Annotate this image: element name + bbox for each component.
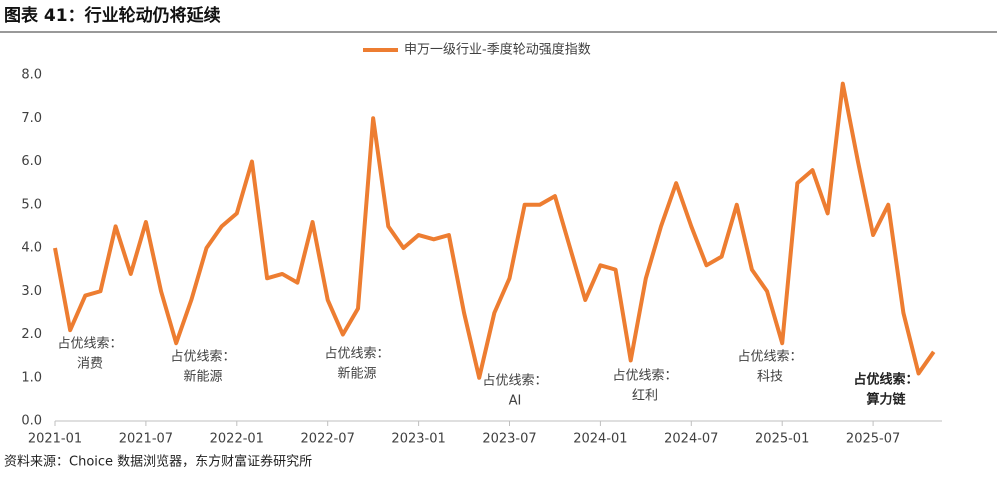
annotation-title: 占优线索：: [482, 374, 547, 389]
annotation-text: AI: [509, 394, 522, 409]
annotation-title: 占优线索：: [737, 350, 802, 365]
x-tick-label: 2025-07: [846, 432, 900, 447]
x-tick-label: 2025-01: [755, 432, 809, 447]
annotation-text: 新能源: [337, 366, 376, 382]
y-tick-label: 0.0: [21, 414, 42, 429]
legend-label: 申万一级行业-季度轮动强度指数: [404, 42, 591, 58]
y-tick-label: 7.0: [21, 111, 42, 126]
x-tick-label: 2022-07: [301, 432, 355, 447]
annotation-title: 占优线索：: [853, 372, 918, 388]
x-tick-label: 2022-01: [210, 432, 264, 447]
x-tick-label: 2021-01: [28, 432, 82, 447]
y-tick-label: 3.0: [21, 284, 42, 299]
annotation-text: 新能源: [183, 369, 222, 385]
y-tick-label: 5.0: [21, 197, 42, 212]
y-tick-label: 8.0: [21, 68, 42, 83]
annotation-title: 占优线索：: [170, 350, 235, 365]
page-title: 图表 41：行业轮动仍将延续: [4, 5, 221, 26]
series-line: [53, 81, 936, 380]
y-tick-label: 6.0: [21, 154, 42, 169]
annotation-title: 占优线索：: [324, 347, 389, 362]
annotation-title: 占优线索：: [57, 337, 122, 352]
x-tick-label: 2023-07: [482, 432, 536, 447]
x-tick-label: 2024-01: [573, 432, 627, 447]
x-tick-label: 2024-07: [664, 432, 718, 447]
annotation-text: 消费: [77, 357, 103, 372]
y-tick-label: 1.0: [21, 370, 42, 385]
x-tick-label: 2023-01: [391, 432, 445, 447]
y-tick-label: 4.0: [21, 241, 42, 256]
source: 资料来源：Choice 数据浏览器，东方财富证券研究所: [4, 454, 312, 470]
x-tick-label: 2021-07: [119, 432, 173, 447]
annotation-text: 红利: [632, 388, 658, 404]
annotation-text: 算力链: [866, 392, 906, 408]
annotation-title: 占优线索：: [612, 369, 677, 384]
annotation-text: 科技: [757, 370, 783, 385]
y-tick-label: 2.0: [21, 327, 42, 342]
